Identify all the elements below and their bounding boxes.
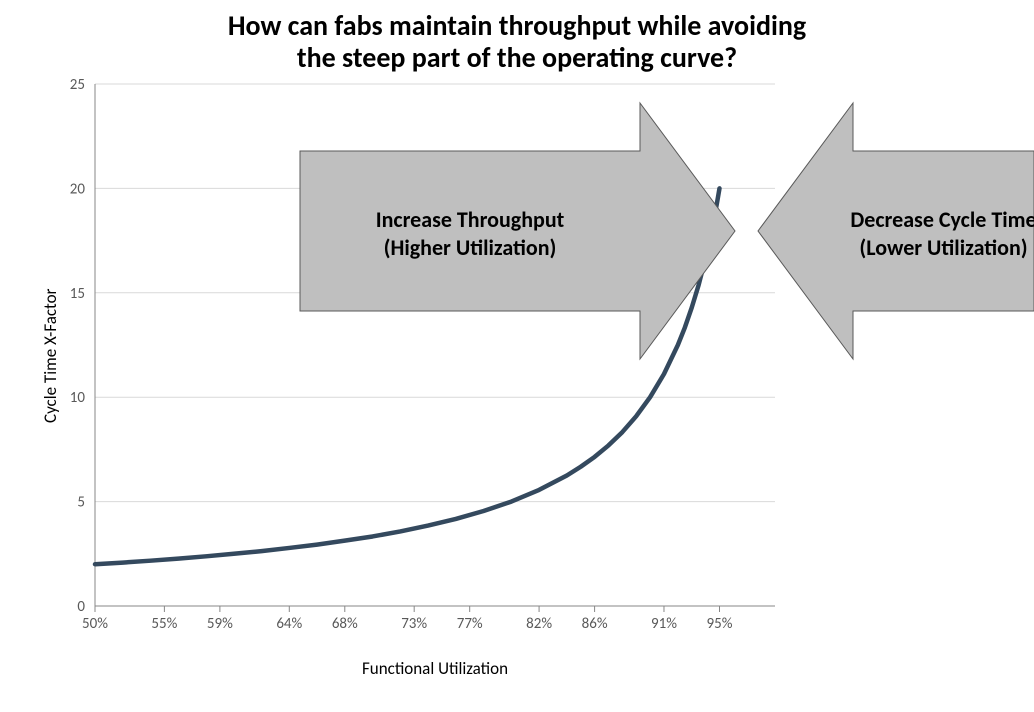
x-tick-label: 91%	[651, 615, 677, 633]
x-tick-label: 82%	[526, 615, 552, 633]
chart-title-line1: How can fabs maintain throughput while a…	[0, 10, 1034, 42]
x-tick-label: 59%	[207, 615, 233, 633]
y-tick-label: 20	[70, 181, 86, 199]
y-tick-label: 25	[70, 76, 85, 94]
x-tick-label: 77%	[457, 615, 483, 633]
plot-area: Cycle Time X-Factor Functional Utilizati…	[0, 74, 1034, 698]
increase-throughput-arrow-label-line1: Increase Throughput	[376, 206, 565, 233]
x-tick-label: 95%	[707, 615, 733, 633]
y-tick-label: 10	[70, 390, 86, 408]
x-axis-label: Functional Utilization	[95, 658, 775, 679]
y-tick-label: 15	[70, 285, 85, 303]
chart-svg: 50% 55% 59% 64% 68% 73% 77% 82% 86% 91% 95% 0 5 10 15 2…	[0, 74, 1034, 698]
chart-title-line2: the steep part of the operating curve?	[0, 42, 1034, 74]
chart-title: How can fabs maintain throughput while a…	[0, 0, 1034, 74]
y-tick-label: 0	[77, 598, 85, 616]
decrease-cycle-time-arrow-label-line1: Decrease Cycle Time	[850, 206, 1034, 233]
x-tick-label: 55%	[151, 615, 177, 633]
x-tick-label: 64%	[276, 615, 302, 633]
x-tick-label: 68%	[332, 615, 358, 633]
y-tick-label: 5	[77, 494, 85, 512]
decrease-cycle-time-arrow-label-line2: (Lower Utilization)	[859, 234, 1027, 261]
y-axis-label: Cycle Time X-Factor	[40, 289, 61, 423]
increase-throughput-arrow-label-line2: (Higher Utilization)	[384, 234, 557, 261]
x-tick-label: 73%	[401, 615, 427, 633]
x-tick-label: 86%	[582, 615, 608, 633]
x-tick-label: 50%	[82, 615, 108, 633]
